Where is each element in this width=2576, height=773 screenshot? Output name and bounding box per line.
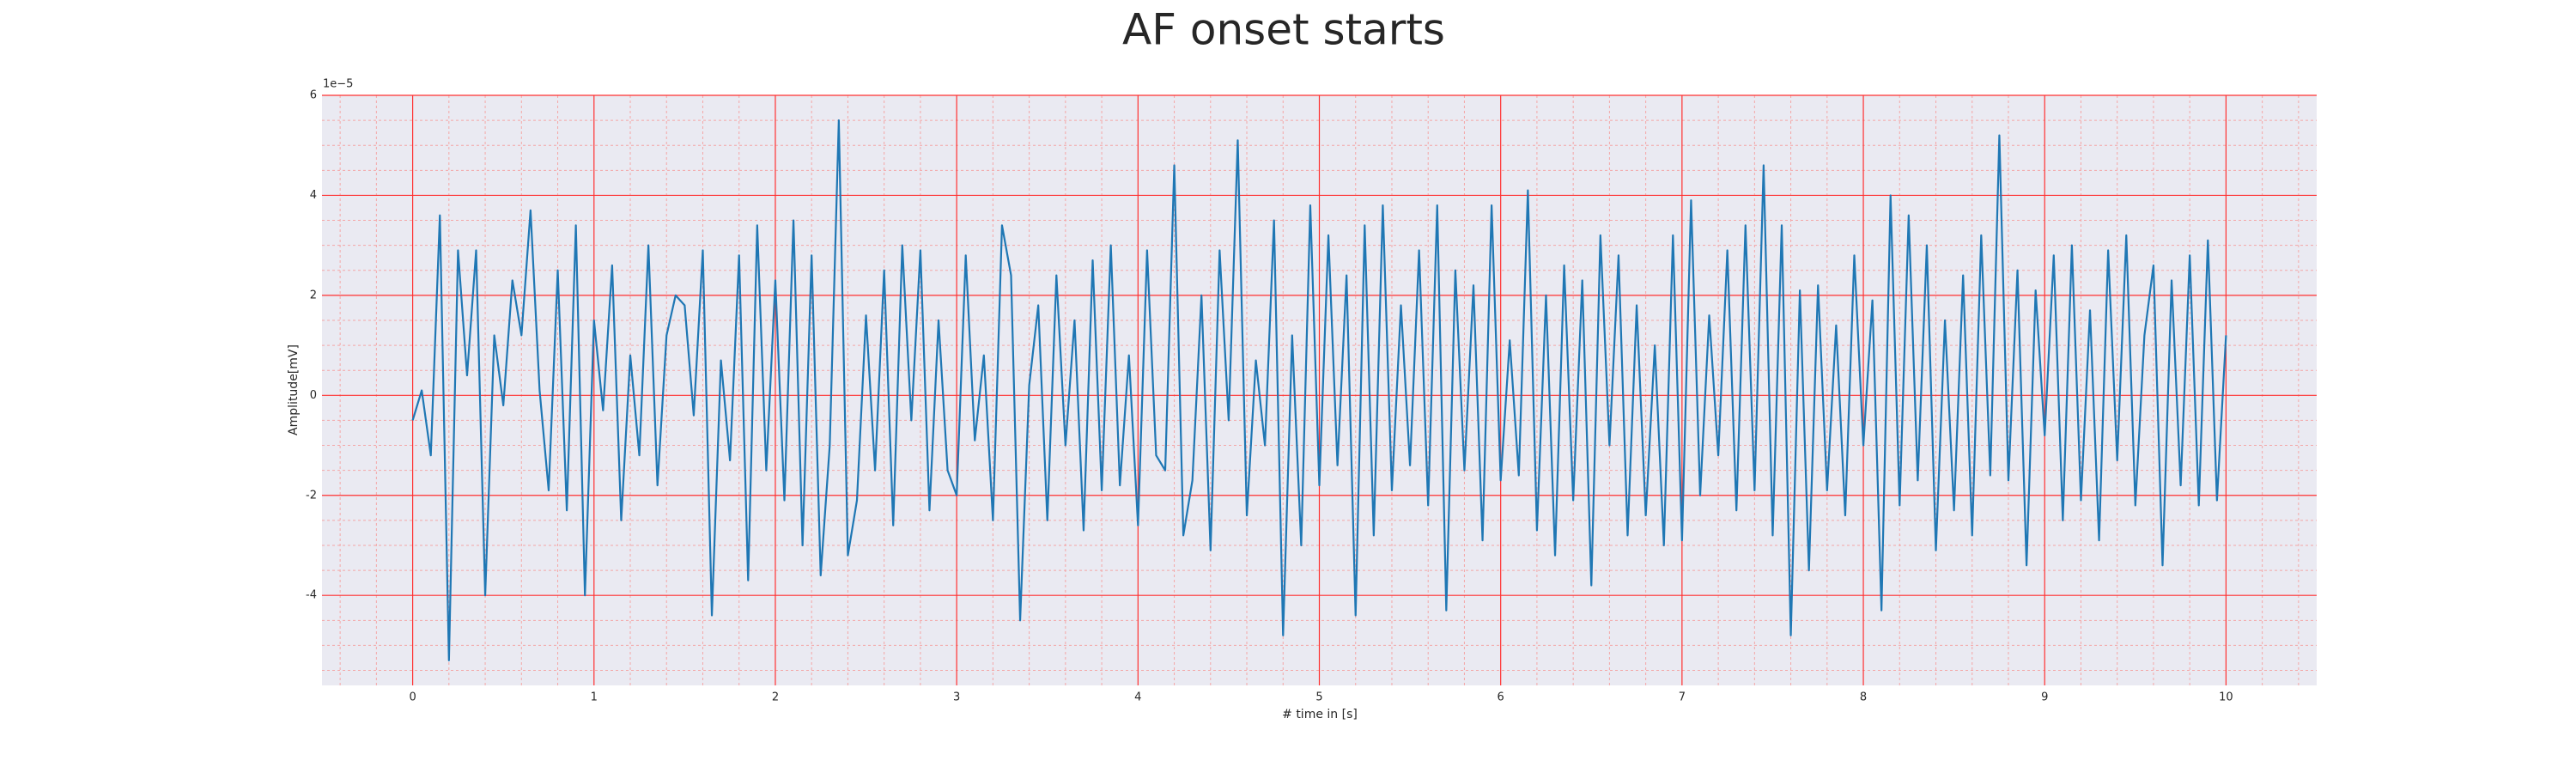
x-tick-label: 10 [2219, 691, 2233, 704]
marks [411, 119, 2227, 661]
y-tick-label: 0 [310, 389, 317, 402]
y-tick-label: 2 [310, 289, 317, 301]
x-axis-label: # time in [s] [1282, 708, 1358, 721]
y-tick-label: 6 [310, 89, 317, 102]
x-tick-label: 0 [409, 691, 416, 704]
data-line [411, 119, 2227, 661]
y-tick-label: 4 [310, 189, 317, 202]
x-tick-label: 9 [2041, 691, 2048, 704]
x-tick-label: 4 [1134, 691, 1141, 704]
x-tick-label: 3 [953, 691, 960, 704]
x-tick-label: 5 [1315, 691, 1322, 704]
x-tick-label: 7 [1679, 691, 1686, 704]
offset-label: 1e−5 [323, 78, 353, 91]
y-tick-label: -4 [306, 589, 317, 602]
x-tick-label: 2 [772, 691, 779, 704]
chart-title: AF onset starts [1122, 5, 1445, 55]
y-axis-label: Amplitude[mV] [287, 344, 301, 435]
y-tick-label: -2 [306, 489, 317, 502]
x-tick-label: 1 [591, 691, 598, 704]
x-tick-label: 8 [1860, 691, 1867, 704]
x-tick-label: 6 [1498, 691, 1504, 704]
